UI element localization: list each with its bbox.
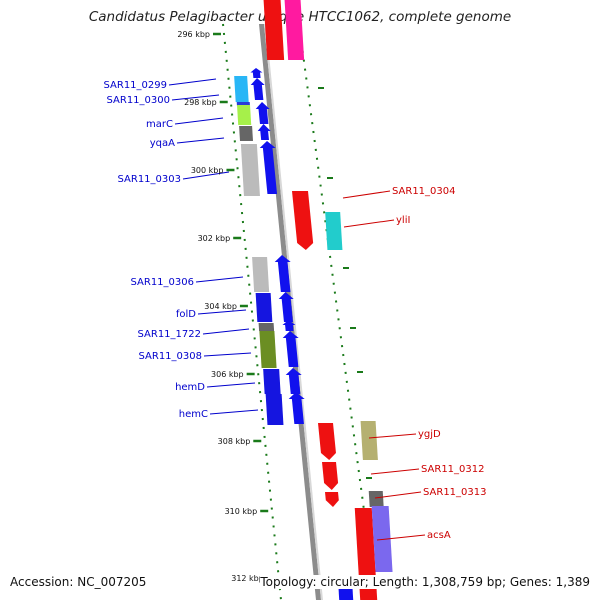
kbp-label-302-kbp: 302 kbp [198,234,231,243]
bar-hemc [265,394,284,425]
kbp-label-310-kbp: 310 kbp [225,507,258,516]
leader-sar11-0304 [342,190,391,199]
gene-label-sar11-0313: SAR11_0313 [423,487,487,498]
top-pink-block [284,0,305,60]
bar-sar11-0308 [259,331,277,368]
forward-arrow-5 [274,255,291,292]
leader-sar11-0303 [182,171,230,180]
gene-label-fold: folD [176,309,196,320]
forward-arrow-6 [278,292,294,322]
bar-yqaa [239,126,253,141]
kbp-label-308-kbp: 308 kbp [218,437,251,446]
reverse-arrow-small [325,492,339,507]
forward-arrow-10 [288,392,305,424]
gene-label-sar11-0308: SAR11_0308 [139,351,203,362]
leader-hemc [209,409,259,415]
reverse-arrow-sar11-0304 [292,191,314,250]
gene-label-sar11-1722: SAR11_1722 [138,329,202,340]
gene-label-marc: marC [146,119,173,130]
top-red-block [263,0,285,60]
gene-label-sar11-0299: SAR11_0299 [104,80,168,91]
accession-text: Accession: NC_007205 [10,575,147,589]
reverse-arrow-ygjd [318,423,336,460]
gene-label-sar11-0303: SAR11_0303 [118,174,182,185]
dotted-track-inner [222,23,282,600]
kbp-label-304-kbp: 304 kbp [204,302,237,311]
kbp-label-306-kbp: 306 kbp [211,370,244,379]
reverse-arrow-sar11-0312 [322,462,339,490]
forward-arrow-8 [282,331,299,367]
leader-marc [174,117,224,125]
leader-sar11-0306 [195,276,244,283]
gene-label-hemc: hemC [179,409,208,420]
gene-labels: SAR11_0299 SAR11_0300 marC yqaA SAR11_0303 SA… [104,80,487,541]
bar-ylii [325,212,343,250]
gene-label-hemd: hemD [175,382,205,393]
leader-acsa [376,534,426,541]
bar-sar11-0303 [240,144,260,196]
gene-label-ylii: yliI [396,215,410,226]
kbp-label-300-kbp: 300 kbp [191,166,224,175]
forward-arrow-2 [255,102,270,124]
forward-arrow-0 [250,68,263,78]
leader-sar11-0308 [203,352,252,357]
topology-text: Topology: circular; Length: 1,308,759 bp… [260,575,590,589]
kbp-ticks: 296 kbp 298 kbp 300 kbp 302 kbp 304 kbp 306 k… [177,30,275,583]
forward-arrow-3 [257,124,271,140]
leader-ylii [343,219,395,228]
leader-ygjd [368,433,417,439]
gene-label-sar11-0300: SAR11_0300 [107,95,171,106]
gene-label-acsa: acsA [427,530,451,541]
bar-hemd [263,369,281,394]
gene-label-ygjd: ygjD [418,429,441,440]
gene-label-sar11-0312: SAR11_0312 [421,464,485,475]
gene-label-sar11-0306: SAR11_0306 [131,277,195,288]
kbp-label-312-kbp: 312 kbp [231,574,264,583]
bar-sar11-1722 [258,323,275,331]
leader-sar11-1722 [202,328,250,335]
gene-features [234,0,393,600]
forward-arrow-1 [250,78,265,100]
leader-yqaa [176,137,225,144]
leader-sar11-0312 [370,468,420,475]
kbp-label-298-kbp: 298 kbp [184,98,217,107]
leader-hemd [206,382,256,388]
leader-sar11-0313 [374,491,422,499]
bar-sar11-0306 [252,257,270,292]
gene-label-sar11-0304: SAR11_0304 [392,186,456,197]
bar-sar11-0313 [368,491,384,507]
kbp-label-296-kbp: 296 kbp [177,30,210,39]
bar-sar11-0299 [234,76,249,102]
gene-label-yqaa: yqaA [150,138,175,149]
bar-marc [237,105,252,125]
backbone-highlight [264,24,323,600]
leader-sar11-0300 [171,94,220,101]
leader-sar11-0299 [168,78,217,86]
bar-ygjd [360,421,378,460]
bar-fold [255,293,273,322]
forward-arrow-7 [282,320,296,331]
label-leader-lines [168,78,426,541]
forward-arrow-9 [285,368,302,394]
leader-fold [197,309,247,315]
forward-arrow-4 [259,141,278,194]
